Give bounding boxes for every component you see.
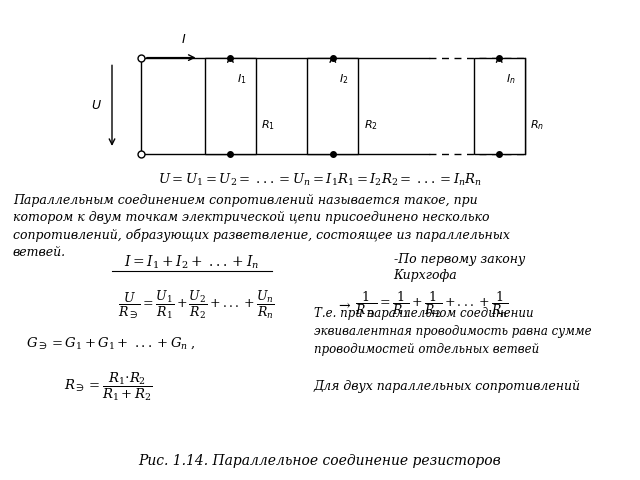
Text: $U = U_1 = U_2 = \;... = U_n = I_1R_1 = I_2R_2 = \;... = I_nR_n$: $U = U_1 = U_2 = \;... = U_n = I_1R_1 = …	[158, 172, 482, 188]
Text: $\dfrac{1}{R_{\mathsf{\ni}}} = \dfrac{1}{R_1} + \dfrac{1}{R_2} + ... + \dfrac{1}: $\dfrac{1}{R_{\mathsf{\ni}}} = \dfrac{1}…	[355, 290, 509, 320]
Text: $R_n$: $R_n$	[530, 118, 544, 132]
Text: $R_1$: $R_1$	[261, 118, 275, 132]
Text: -По первому закону: -По первому закону	[394, 252, 525, 266]
Text: $R_2$: $R_2$	[364, 118, 378, 132]
Text: $R_{\mathsf{\ni}} = \dfrac{R_1{\cdot}R_2}{R_1 + R_2}$: $R_{\mathsf{\ni}} = \dfrac{R_1{\cdot}R_2…	[64, 370, 153, 403]
Text: $\dfrac{U}{R_{\mathsf{\ni}}} = \dfrac{U_1}{R_1} + \dfrac{U_2}{R_2} + ... + \dfra: $\dfrac{U}{R_{\mathsf{\ni}}} = \dfrac{U_…	[118, 289, 275, 321]
FancyBboxPatch shape	[307, 58, 358, 154]
Text: $I_n$: $I_n$	[506, 72, 515, 86]
Text: $G_{\mathsf{\ni}} = G_1 + G_1 + \;...+ G_n\;,$: $G_{\mathsf{\ni}} = G_1 + G_1 + \;...+ G…	[26, 336, 195, 351]
Text: Для двух параллельных сопротивлений: Для двух параллельных сопротивлений	[314, 380, 580, 393]
Text: Параллельным соединением сопротивлений называется такое, при
котором к двум точк: Параллельным соединением сопротивлений н…	[13, 194, 509, 259]
FancyBboxPatch shape	[205, 58, 256, 154]
Text: Кирхгофа: Кирхгофа	[394, 269, 458, 283]
Text: $I = I_1 + I_2 + \;...+ I_n$: $I = I_1 + I_2 + \;...+ I_n$	[124, 254, 260, 271]
Text: $I_2$: $I_2$	[339, 72, 349, 86]
Text: $\rightarrow$: $\rightarrow$	[336, 298, 352, 312]
Text: $I_1$: $I_1$	[237, 72, 246, 86]
Text: Т.е. при параллельном соединении
эквивалентная проводимость равна сумме
проводим: Т.е. при параллельном соединении эквивал…	[314, 307, 591, 356]
Text: Рис. 1.14. Параллельное соединение резисторов: Рис. 1.14. Параллельное соединение резис…	[139, 454, 501, 468]
Text: I: I	[182, 33, 186, 46]
FancyBboxPatch shape	[474, 58, 525, 154]
Text: U: U	[92, 99, 100, 112]
